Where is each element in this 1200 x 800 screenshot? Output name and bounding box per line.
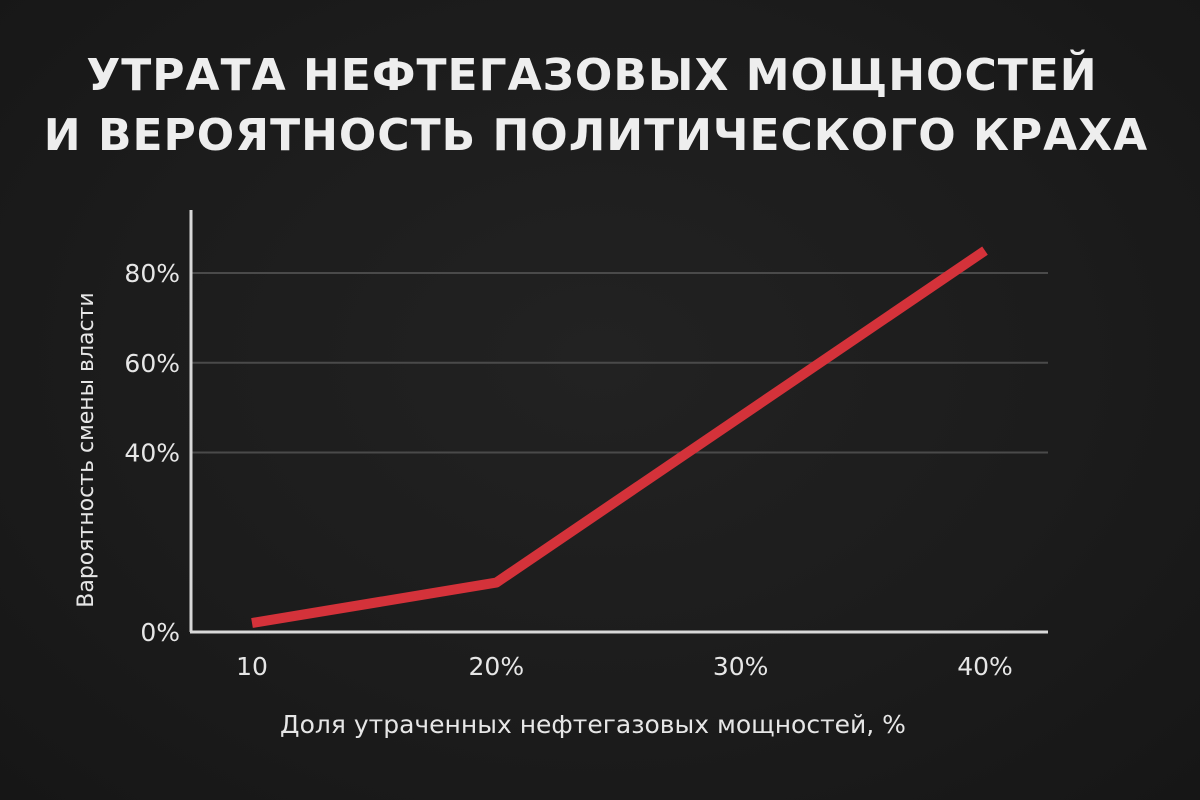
y-axis-title: Вароятность смены власти xyxy=(74,292,99,607)
x-tick-label-2: 30% xyxy=(713,652,769,681)
grid-lines xyxy=(192,272,1048,454)
chart-title-line-1: УТРАТА НЕФТЕГАЗОВЫХ МОЩНОСТЕЙ xyxy=(86,50,1098,101)
x-tick-label-0: 10 xyxy=(236,652,268,681)
y-tick-label-2: 60% xyxy=(124,349,180,378)
series-line-0 xyxy=(251,246,988,628)
y-tick-label-1: 40% xyxy=(124,439,180,468)
y-tick-label-3: 80% xyxy=(124,259,180,288)
y-tick-label-0: 0% xyxy=(140,618,180,647)
series-layer xyxy=(251,246,988,628)
y-tick-labels: 0% 40% 60% 80% xyxy=(124,259,180,647)
x-tick-label-1: 20% xyxy=(469,652,525,681)
x-axis-title: Доля утраченных нефтегазовых мощностей, … xyxy=(280,710,906,739)
x-tick-label-3: 40% xyxy=(957,652,1013,681)
x-tick-labels: 10 20% 30% 40% xyxy=(236,652,1013,681)
chart-title-line-2: И ВЕРОЯТНОСТЬ ПОЛИТИЧЕСКОГО КРАХА xyxy=(43,110,1149,161)
